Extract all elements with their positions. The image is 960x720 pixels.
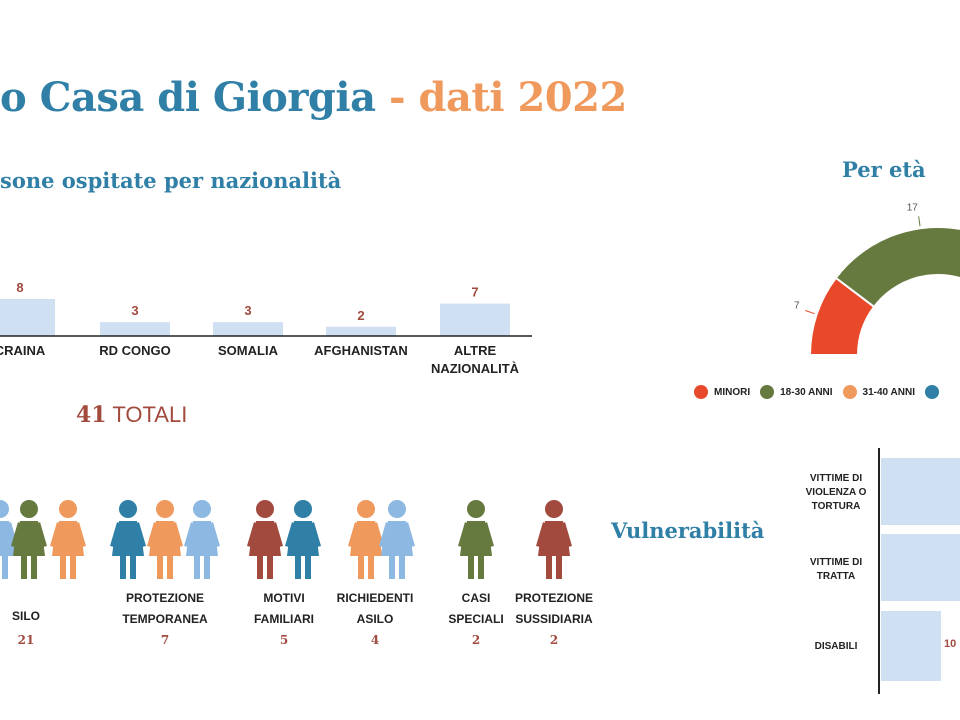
permit-category-label-line: SPECIALI xyxy=(448,612,504,626)
vulnerability-category-label-line: VIOLENZA O xyxy=(805,487,867,498)
vulnerability-category-label: VITTIME DI VIOLENZA O TORTURA xyxy=(790,472,882,514)
vulnerability-bar xyxy=(881,458,960,525)
vulnerability-category-label-line: TRATTA xyxy=(816,571,856,582)
title-year: dati 2022 xyxy=(418,74,627,121)
bar xyxy=(0,299,55,336)
person-icon xyxy=(11,500,47,579)
bar-value-label: 8 xyxy=(16,280,23,295)
vulnerability-category-label: VITTIME DI TRATTA xyxy=(790,556,882,584)
bar-value-label: 2 xyxy=(357,308,364,323)
title-separator: - xyxy=(375,74,419,121)
permit-category-label-line: MOTIVI xyxy=(263,591,305,605)
permit-count: 21 xyxy=(17,633,35,647)
vulnerability-bar xyxy=(881,534,960,601)
permit-category-label: MOTIVI FAMILIARI xyxy=(229,588,339,630)
legend-item-minori: MINORI xyxy=(694,385,750,399)
slice-leader-line xyxy=(918,216,921,227)
legend-item-31-40: 31-40 ANNI xyxy=(842,385,915,399)
category-label: AFGHANISTAN xyxy=(314,343,408,358)
permit-category-label-line: RICHIEDENTI xyxy=(336,591,414,605)
legend-label: 31-40 ANNI xyxy=(862,386,915,398)
permit-category-label-line: SUSSIDIARIA xyxy=(515,612,593,626)
legend-dot xyxy=(842,385,857,399)
person-icon xyxy=(379,500,415,579)
bar-value-label: 3 xyxy=(131,303,138,318)
slice-value-label: 17 xyxy=(907,202,919,213)
person-icon xyxy=(247,500,283,579)
page-title: o Casa di Giorgia - dati 2022 xyxy=(0,74,627,121)
permit-category-label: RICHIEDENTI ASILO xyxy=(320,588,430,630)
permit-category-label-line: ASILO xyxy=(356,612,394,626)
person-icon xyxy=(536,500,572,579)
category-label: CRAINA xyxy=(0,343,46,358)
legend-label: 18-30 ANNI xyxy=(780,386,833,398)
person-icon xyxy=(348,500,384,579)
permit-category-label-line: PROTEZIONE xyxy=(514,591,593,605)
bar xyxy=(440,303,510,336)
permit-category-label-line: TEMPORANEA xyxy=(122,612,208,626)
age-legend: MINORI 18-30 ANNI 31-40 ANNI xyxy=(694,385,939,399)
title-part1: o Casa di Giorgia xyxy=(0,74,376,121)
legend-label: MINORI xyxy=(714,386,751,398)
permit-category-label-line: PROTEZIONE xyxy=(125,591,204,605)
permit-count: 2 xyxy=(471,633,481,647)
vulnerability-bar xyxy=(881,611,941,681)
vulnerability-category-label-line: VITTIME DI xyxy=(809,473,863,484)
category-label: NAZIONALITÀ xyxy=(431,361,520,376)
vulnerability-category-label-line: TORTURA xyxy=(811,501,861,512)
pictogram-figures xyxy=(0,500,572,579)
category-label: RD CONGO xyxy=(99,343,171,358)
vulnerability-category-label-line: VITTIME DI xyxy=(809,557,863,568)
category-label: SOMALIA xyxy=(218,343,279,358)
age-chart-title: Per età xyxy=(842,157,926,182)
totals-label: 41 TOTALI xyxy=(76,402,187,428)
legend-dot xyxy=(694,385,708,399)
legend-item-18-30: 18-30 ANNI xyxy=(760,385,833,399)
vulnerability-bar-chart: VITTIME DI VIOLENZA O TORTURA VITTIME DI TRA… xyxy=(790,448,960,698)
permit-count: 7 xyxy=(160,633,170,647)
person-icon xyxy=(458,500,494,579)
legend-dot xyxy=(924,385,939,399)
permit-count: 5 xyxy=(279,633,289,647)
permit-category-label-line: CASI xyxy=(461,591,491,605)
permit-category-label: PROTEZIONE SUSSIDIARIA xyxy=(499,588,609,630)
person-icon xyxy=(147,500,183,579)
legend-item-cut xyxy=(924,385,939,399)
nationality-bar-chart: 8 CRAINA 3 RD CONGO 3 SOMALIA 2 AFGHANISTAN 7 ALT… xyxy=(0,280,532,376)
permit-count: 4 xyxy=(370,633,380,647)
totals-text: TOTALI xyxy=(106,402,188,427)
permit-category-label-line: FAMILIARI xyxy=(254,612,314,626)
bar xyxy=(100,322,170,336)
person-icon xyxy=(184,500,220,579)
totals-number: 41 xyxy=(76,402,107,428)
bar xyxy=(213,322,283,336)
vulnerability-chart-title: Vulnerabilità xyxy=(611,518,765,543)
permit-pictogram-chart: SILO 21 PROTEZIONE TEMPORANEA 7 MOTIVI FAMILIA… xyxy=(0,490,620,660)
bar-value-label: 7 xyxy=(471,285,478,300)
category-label: ALTRE xyxy=(454,343,497,358)
bar xyxy=(326,326,396,336)
legend-dot xyxy=(760,385,775,399)
vulnerability-bar-value: 10 xyxy=(944,638,957,650)
person-icon xyxy=(110,500,146,579)
vulnerability-category-label: DISABILI xyxy=(790,640,882,654)
y-axis xyxy=(878,448,880,694)
person-icon xyxy=(285,500,321,579)
slice-leader-line xyxy=(805,310,815,315)
person-icon xyxy=(50,500,86,579)
bar-value-label: 3 xyxy=(244,303,251,318)
nationality-chart-title: sone ospitate per nazionalità xyxy=(0,168,342,193)
vulnerability-category-label-line: DISABILI xyxy=(814,641,858,652)
slice-value-label: 7 xyxy=(794,301,800,312)
permit-category-label: CASI SPECIALI xyxy=(421,588,531,630)
permit-category-label-line: SILO xyxy=(11,609,40,623)
permit-category-label: PROTEZIONE TEMPORANEA xyxy=(110,588,220,630)
permit-count: 2 xyxy=(549,633,559,647)
age-donut-chart: 7175 xyxy=(794,202,960,356)
donut-slice xyxy=(834,226,960,309)
permit-category-label: SILO xyxy=(0,606,81,627)
